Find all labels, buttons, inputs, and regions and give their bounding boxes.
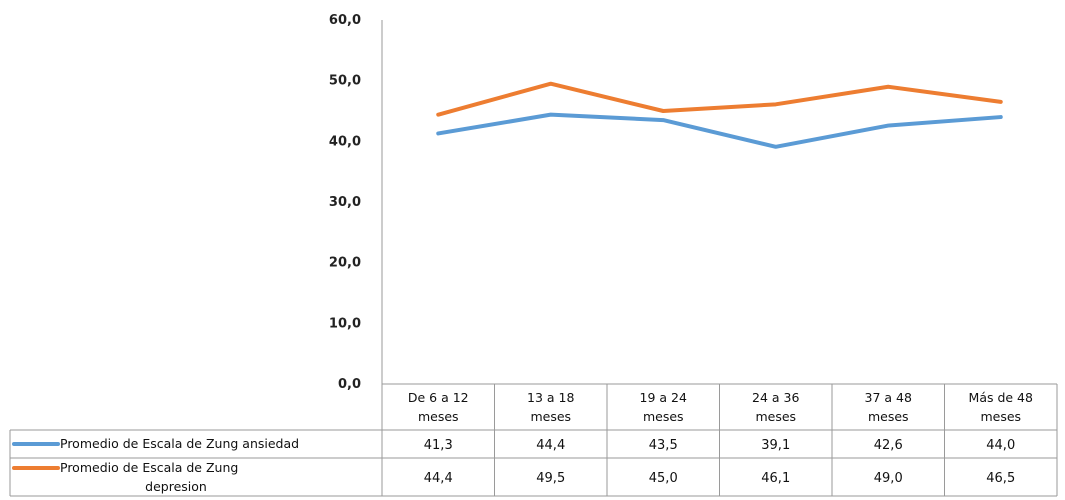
legend-label: depresion: [145, 479, 207, 494]
table-cell-value: 49,0: [874, 471, 903, 486]
y-tick-label: 0,0: [338, 377, 361, 392]
y-tick-label: 50,0: [329, 74, 361, 89]
category-label: 19 a 24: [640, 390, 687, 405]
table-cell-value: 43,5: [649, 438, 678, 453]
category-label: meses: [530, 409, 571, 424]
y-tick-label: 40,0: [329, 134, 361, 149]
category-label: 13 a 18: [527, 390, 574, 405]
table-cell-value: 46,5: [986, 471, 1015, 486]
table-cell-value: 46,1: [761, 471, 790, 486]
table-cell-value: 45,0: [649, 471, 678, 486]
table-cell-value: 39,1: [761, 438, 790, 453]
table-cell-value: 44,4: [424, 471, 453, 486]
y-tick-label: 10,0: [329, 316, 361, 331]
category-label: meses: [868, 409, 909, 424]
y-axis-ticks: 0,0 10,0 20,0 30,0 40,0 50,0 60,0: [329, 13, 361, 392]
y-tick-label: 30,0: [329, 195, 361, 210]
category-label: 37 a 48: [865, 390, 912, 405]
category-label: meses: [755, 409, 796, 424]
category-label: meses: [980, 409, 1021, 424]
table-cell-value: 42,6: [874, 438, 903, 453]
y-tick-label: 60,0: [329, 13, 361, 28]
series-line-1: [436, 112, 1003, 149]
category-label: Más de 48: [969, 390, 1033, 405]
legend-label: Promedio de Escala de Zung: [60, 460, 238, 475]
table-cell-value: 44,4: [536, 438, 565, 453]
table-cell-value: 41,3: [424, 438, 453, 453]
y-tick-label: 20,0: [329, 256, 361, 271]
series-line-2: [436, 81, 1003, 117]
series-lines: [436, 81, 1003, 149]
table-cell-value: 44,0: [986, 438, 1015, 453]
data-table: De 6 a 12 meses 13 a 18 meses 19 a 24 meses 24…: [9, 383, 1058, 497]
legend-label: Promedio de Escala de Zung ansiedad: [60, 436, 299, 451]
table-cell-value: 49,5: [536, 471, 565, 486]
category-label: De 6 a 12: [408, 390, 469, 405]
category-label: meses: [643, 409, 684, 424]
category-label: 24 a 36: [752, 390, 799, 405]
category-label: meses: [418, 409, 459, 424]
